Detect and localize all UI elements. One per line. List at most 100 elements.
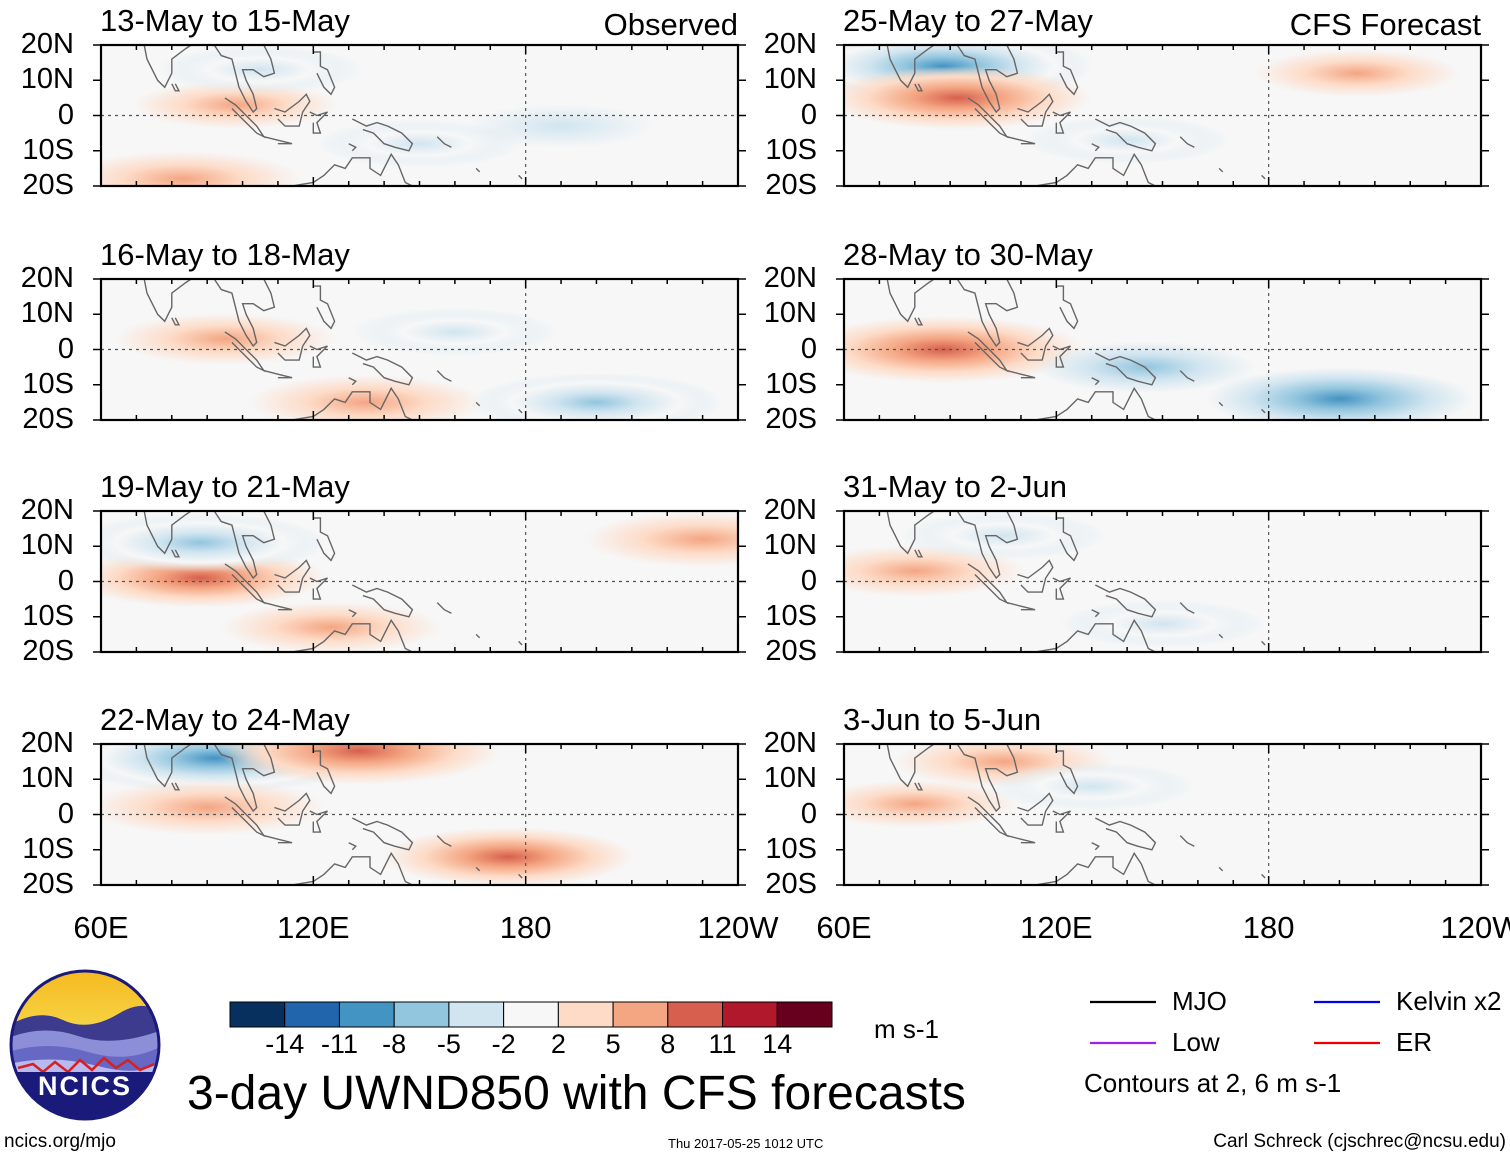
y-tick-label: 0 [57, 564, 74, 597]
y-tick-label: 10N [20, 762, 74, 795]
coastline [1017, 93, 1054, 127]
coastline [351, 118, 414, 152]
colorbar-segment [448, 1001, 505, 1028]
colorbar-tick-label: 5 [605, 1029, 621, 1059]
y-tick-label: 10S [22, 133, 74, 166]
panel-2 [93, 277, 746, 422]
column-header: CFS Forecast [1289, 7, 1481, 42]
x-tick-label: 180 [499, 910, 552, 945]
coastline [1052, 577, 1071, 600]
coastline [1218, 401, 1224, 407]
coastline [348, 609, 357, 618]
coastline [475, 633, 481, 639]
coastline [291, 152, 414, 186]
coastline [1091, 377, 1100, 386]
coastline [436, 835, 452, 847]
footer-url[interactable]: ncics.org/mjo [4, 1131, 116, 1152]
coastline [1006, 834, 1036, 844]
coastline [956, 279, 1019, 348]
coastline [1179, 370, 1195, 382]
coastline [129, 279, 193, 323]
coastline [1006, 601, 1036, 611]
coastline [475, 866, 481, 872]
y-tick-label: 10N [763, 762, 817, 795]
coastline [213, 279, 276, 348]
coastline [967, 563, 1009, 605]
coastline [348, 842, 357, 851]
y-tick-label: 10N [763, 63, 817, 96]
y-tick-label: 20S [765, 403, 817, 435]
coastline [1094, 584, 1157, 618]
anomaly-1 [844, 780, 1018, 828]
coastline [1261, 640, 1266, 646]
colorbar-tick-label: 14 [762, 1029, 793, 1059]
coastline [129, 744, 193, 788]
y-tick-label: 20N [763, 727, 817, 759]
panel-6 [836, 277, 1489, 422]
anomaly-2 [248, 374, 485, 420]
coastline [263, 369, 293, 379]
coastline [291, 851, 414, 885]
coastline [1056, 285, 1079, 330]
y-tick-label: 20N [20, 727, 74, 759]
column-header: Observed [603, 7, 738, 42]
coastline [956, 45, 1019, 114]
coastline [956, 511, 1019, 580]
y-tick-label: 20N [763, 494, 817, 526]
coastline [313, 750, 336, 795]
coastline [263, 601, 293, 611]
coastline [1034, 851, 1157, 885]
y-tick-label: 20N [20, 494, 74, 526]
coastline [274, 792, 311, 826]
y-tick-label: 10S [765, 133, 817, 166]
coastline [518, 408, 523, 414]
y-tick-label: 0 [57, 797, 74, 830]
anomaly-3 [157, 45, 363, 94]
coastline [171, 549, 181, 558]
coastline [274, 327, 311, 361]
coastline [1218, 633, 1224, 639]
y-tick-label: 0 [57, 332, 74, 365]
coastline [914, 83, 924, 92]
coastline [967, 331, 1009, 373]
coastline [1052, 810, 1071, 833]
coastline [1261, 174, 1266, 180]
y-tick-label: 20N [763, 28, 817, 60]
colorbar-segment [284, 1001, 340, 1028]
y-tick-label: 20N [763, 262, 817, 294]
coastline [291, 386, 414, 420]
panel-4 [93, 742, 746, 887]
anomaly-3 [352, 308, 558, 356]
panel-title: 31-May to 2-Jun [843, 469, 1067, 504]
coastline [213, 45, 276, 114]
x-tick-label: 60E [816, 910, 872, 945]
coastline [224, 97, 266, 139]
colorbar-tick-label: -2 [491, 1029, 516, 1059]
coastline [914, 549, 924, 558]
colorbar-tick-label: -11 [320, 1029, 358, 1059]
coastline [1218, 866, 1224, 872]
anomaly-1 [114, 313, 336, 365]
y-tick-label: 0 [800, 797, 817, 830]
panel-1 [93, 43, 746, 188]
coastline [518, 640, 523, 646]
anomaly-1 [101, 151, 301, 186]
coastline [1091, 842, 1100, 851]
coastline [475, 167, 481, 173]
y-tick-label: 20N [20, 28, 74, 60]
panel-title: 16-May to 18-May [100, 237, 350, 272]
anomaly-4 [382, 827, 634, 885]
colorbar-segment [229, 1001, 286, 1028]
coastline [1091, 609, 1100, 618]
legend-note: Contours at 2, 6 m s-1 [1084, 1068, 1342, 1098]
coastline [171, 782, 181, 791]
coastline [348, 143, 357, 152]
coastline [1091, 143, 1100, 152]
coastline [1056, 517, 1079, 562]
colorbar-tick-label: 2 [550, 1029, 566, 1059]
y-tick-label: 10N [20, 297, 74, 330]
coastline [1179, 136, 1195, 148]
coastline [872, 511, 936, 555]
coastline [1261, 408, 1266, 414]
coastline [309, 577, 328, 600]
